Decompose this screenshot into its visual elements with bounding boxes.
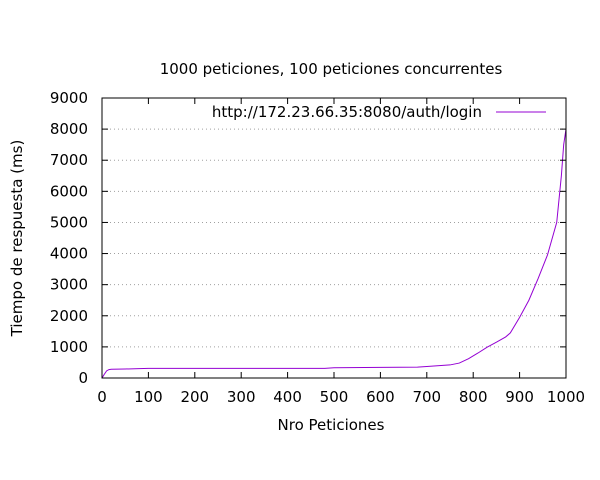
legend-label: http://172.23.66.35:8080/auth/login <box>212 103 482 121</box>
plot-area <box>101 129 567 379</box>
y-tick-label: 8000 <box>50 120 88 138</box>
x-axis-title: Nro Peticiones <box>278 416 385 434</box>
grid-lines <box>102 128 566 348</box>
x-tick-label: 900 <box>505 388 534 406</box>
y-tick-label: 5000 <box>50 213 88 231</box>
x-tick-label: 0 <box>97 388 107 406</box>
axis-ticks: 0 1000 2000 3000 4000 5000 6000 7000 8000 9000 0 10… <box>50 89 585 406</box>
y-tick-label: 2000 <box>50 307 88 325</box>
y-tick-label: 3000 <box>50 276 88 294</box>
y-axis-title: Tiempo de respuesta (ms) <box>8 140 26 338</box>
x-tick-label: 1000 <box>547 388 585 406</box>
series-line-auth-login <box>101 129 567 379</box>
y-tick-label: 1000 <box>50 338 88 356</box>
y-tick-label: 7000 <box>50 151 88 169</box>
x-tick-label: 200 <box>180 388 209 406</box>
y-tick-label: 6000 <box>50 182 88 200</box>
x-tick-label: 400 <box>273 388 302 406</box>
chart-title: 1000 peticiones, 100 peticiones concurre… <box>160 60 503 78</box>
x-tick-label: 100 <box>134 388 163 406</box>
x-tick-label: 800 <box>459 388 488 406</box>
x-tick-label: 700 <box>412 388 441 406</box>
y-tick-label: 4000 <box>50 245 88 263</box>
plot-frame <box>101 97 567 379</box>
x-tick-label: 600 <box>366 388 395 406</box>
x-tick-label: 300 <box>227 388 256 406</box>
y-tick-label: 9000 <box>50 89 88 107</box>
x-tick-label: 500 <box>320 388 349 406</box>
legend: http://172.23.66.35:8080/auth/login <box>212 103 546 121</box>
y-tick-label: 0 <box>78 369 88 387</box>
